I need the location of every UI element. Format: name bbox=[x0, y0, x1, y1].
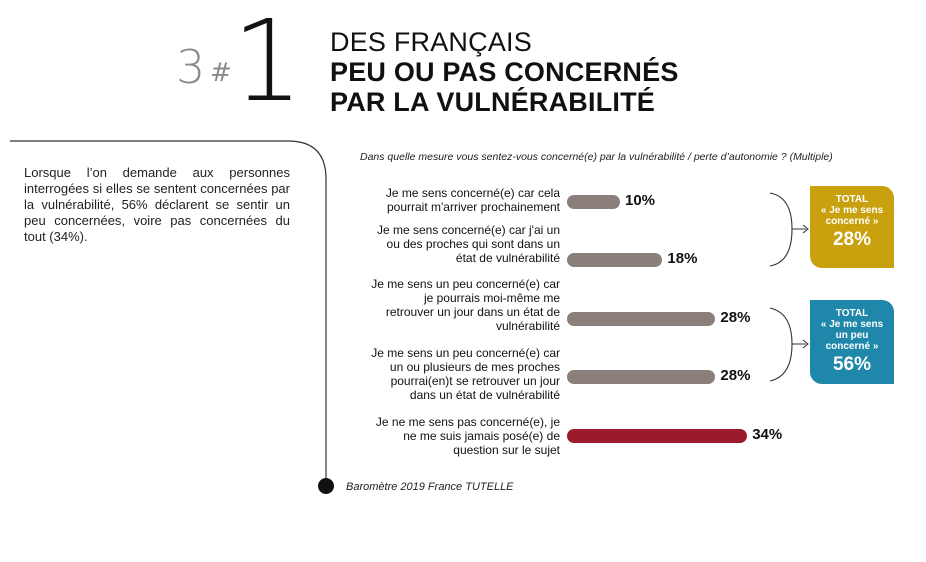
category-label-line: je pourrais moi-même me bbox=[423, 291, 560, 305]
bar-value-label: 34% bbox=[752, 426, 783, 443]
source-note: Baromètre 2019 France TUTELLE bbox=[346, 481, 514, 493]
total-value: 56% bbox=[832, 354, 872, 375]
intro-paragraph: Lorsque l’on demande aux personnes inter… bbox=[24, 165, 290, 244]
bar-value-label: 28% bbox=[720, 367, 751, 384]
category-label: Je me sens un peu concerné(e) car je pour… bbox=[371, 277, 560, 333]
total-subtitle-line: « Je me sens bbox=[820, 205, 884, 216]
bar bbox=[567, 253, 663, 267]
category-label: Je ne me sens pas concerné(e), je ne me s… bbox=[376, 415, 560, 457]
category-label-line: Je me sens un peu concerné(e) car bbox=[371, 277, 560, 291]
header-number-big: 1 bbox=[232, 0, 304, 127]
timeline-line bbox=[10, 140, 327, 478]
category-label-line: Je ne me sens pas concerné(e), je bbox=[375, 415, 560, 429]
total-subtitle-line: concerné » bbox=[825, 216, 879, 227]
category-label-line: retrouver un jour dans un état de bbox=[385, 305, 560, 319]
total-box-somewhat-concerned: TOTAL « Je me sens un peu concerné » 56% bbox=[810, 300, 894, 384]
total-subtitle-line: « Je me sens bbox=[820, 319, 884, 330]
bracket-top bbox=[769, 192, 806, 267]
total-subtitle-line: un peu bbox=[835, 330, 869, 341]
bracket-bottom bbox=[769, 307, 806, 382]
bar bbox=[567, 312, 716, 326]
total-box-concerned: TOTAL « Je me sens concerné » 28% bbox=[810, 186, 894, 268]
bar-value-label: 18% bbox=[667, 250, 698, 267]
category-label-line: Je me sens concerné(e) car j'ai un bbox=[376, 223, 560, 237]
header-number-small: 3 bbox=[176, 40, 205, 94]
total-subtitle-line: concerné » bbox=[825, 341, 879, 352]
category-label: Je me sens un peu concerné(e) car un ou p… bbox=[371, 346, 560, 402]
header-title-line-2: PEU OU PAS CONCERNÉS bbox=[330, 57, 679, 87]
category-label: Je me sens concerné(e) car j'ai un ou des… bbox=[377, 223, 560, 265]
total-title: TOTAL bbox=[835, 308, 869, 319]
category-label-line: ou des proches qui sont dans un bbox=[386, 237, 560, 251]
bracket-arrow-top bbox=[802, 224, 809, 234]
bar bbox=[567, 195, 620, 209]
category-label-line: un ou plusieurs de mes proches bbox=[389, 360, 560, 374]
bar bbox=[567, 370, 716, 384]
category-label-line: dans un état de vulnérabilité bbox=[409, 388, 560, 402]
bar-value-label: 28% bbox=[720, 309, 751, 326]
bar bbox=[567, 429, 748, 443]
category-label-line: pourrait m'arriver prochainement bbox=[386, 200, 560, 214]
header-title-line-3: PAR LA VULNÉRABILITÉ bbox=[330, 87, 655, 117]
category-label-line: Je me sens un peu concerné(e) car bbox=[371, 346, 560, 360]
header-hash: # bbox=[210, 58, 232, 88]
header-title-line-1: DES FRANÇAIS bbox=[330, 27, 532, 57]
category-label-line: ne me suis jamais posé(e) de bbox=[403, 429, 560, 443]
timeline-dot bbox=[318, 478, 334, 494]
category-label-line: Je me sens concerné(e) car cela bbox=[385, 186, 560, 200]
bracket-arrow-bottom bbox=[802, 339, 809, 349]
chart-question: Dans quelle mesure vous sentez-vous conc… bbox=[360, 151, 833, 163]
category-label-line: vulnérabilité bbox=[495, 319, 560, 333]
category-label: Je me sens concerné(e) car cela pourrait … bbox=[386, 186, 560, 214]
category-label-line: question sur le sujet bbox=[453, 443, 560, 457]
total-title: TOTAL bbox=[835, 194, 869, 205]
category-label-line: état de vulnérabilité bbox=[455, 251, 560, 265]
category-label-line: pourrai(en)t se retrouver un jour bbox=[390, 374, 560, 388]
total-value: 28% bbox=[832, 229, 872, 250]
bar-value-label: 10% bbox=[625, 192, 656, 209]
